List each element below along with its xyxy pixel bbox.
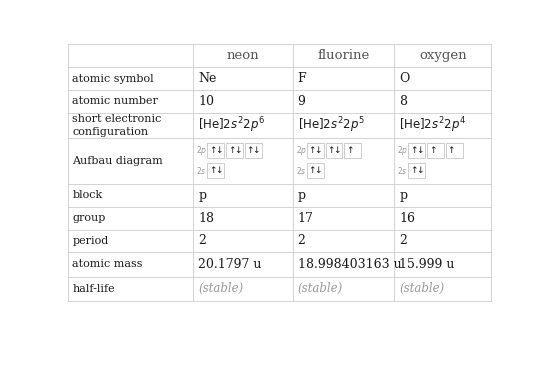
Text: (stable): (stable): [298, 282, 343, 295]
Text: Ne: Ne: [198, 72, 217, 85]
Text: ↑: ↑: [410, 146, 418, 155]
Bar: [207, 163, 224, 178]
Bar: [427, 143, 444, 158]
Bar: [344, 143, 361, 158]
Text: 18: 18: [198, 212, 214, 225]
Text: 20.1797 u: 20.1797 u: [198, 258, 262, 271]
Text: $2s$: $2s$: [197, 165, 207, 176]
Text: ↑: ↑: [346, 146, 353, 155]
Text: (stable): (stable): [399, 282, 444, 295]
Text: fluorine: fluorine: [317, 49, 370, 62]
Text: 18.998403163 u: 18.998403163 u: [298, 258, 401, 271]
Text: $2s$: $2s$: [397, 165, 408, 176]
Text: ↑: ↑: [429, 146, 436, 155]
Text: $\mathregular{[He]2}s^{\mathregular{2}}\mathregular{2}p^{\mathregular{6}}$: $\mathregular{[He]2}s^{\mathregular{2}}\…: [198, 116, 265, 135]
Text: 16: 16: [399, 212, 415, 225]
Text: ↑: ↑: [209, 166, 217, 175]
Text: period: period: [73, 236, 109, 246]
Text: O: O: [399, 72, 410, 85]
Text: atomic symbol: atomic symbol: [73, 74, 154, 84]
Text: 2: 2: [298, 235, 305, 248]
Text: F: F: [298, 72, 306, 85]
Text: 2: 2: [399, 235, 407, 248]
Text: ↑: ↑: [228, 146, 235, 155]
Text: Aufbau diagram: Aufbau diagram: [73, 156, 163, 166]
Text: group: group: [73, 213, 106, 223]
Text: ↓: ↓: [314, 146, 322, 155]
Text: ↓: ↓: [314, 166, 322, 175]
Text: ↓: ↓: [416, 146, 424, 155]
Text: ↓: ↓: [234, 146, 241, 155]
Text: ↑: ↑: [209, 146, 217, 155]
Text: $2p$: $2p$: [397, 144, 409, 157]
Text: ↑: ↑: [327, 146, 335, 155]
Text: atomic mass: atomic mass: [73, 259, 143, 269]
Text: 2: 2: [198, 235, 206, 248]
Text: neon: neon: [227, 49, 259, 62]
Bar: [307, 143, 324, 158]
Text: p: p: [399, 189, 407, 202]
Bar: [307, 163, 324, 178]
Text: ↑: ↑: [448, 146, 455, 155]
Text: $2p$: $2p$: [197, 144, 208, 157]
Bar: [408, 143, 425, 158]
Text: p: p: [198, 189, 206, 202]
Text: $\mathregular{[He]2}s^{\mathregular{2}}\mathregular{2}p^{\mathregular{4}}$: $\mathregular{[He]2}s^{\mathregular{2}}\…: [399, 116, 466, 135]
Text: 9: 9: [298, 95, 305, 108]
Text: ↑: ↑: [308, 146, 316, 155]
Text: $\mathregular{[He]2}s^{\mathregular{2}}\mathregular{2}p^{\mathregular{5}}$: $\mathregular{[He]2}s^{\mathregular{2}}\…: [298, 116, 364, 135]
Text: atomic number: atomic number: [73, 96, 158, 107]
Text: ↓: ↓: [252, 146, 260, 155]
Text: short electronic
configuration: short electronic configuration: [73, 114, 162, 137]
Text: ↑: ↑: [246, 146, 254, 155]
Text: oxygen: oxygen: [419, 49, 466, 62]
Bar: [408, 163, 425, 178]
Bar: [226, 143, 243, 158]
Bar: [245, 143, 262, 158]
Text: ↓: ↓: [215, 166, 223, 175]
Text: (stable): (stable): [198, 282, 244, 295]
Bar: [446, 143, 462, 158]
Text: 15.999 u: 15.999 u: [399, 258, 454, 271]
Text: 17: 17: [298, 212, 313, 225]
Text: $2s$: $2s$: [296, 165, 306, 176]
Text: ↑: ↑: [410, 166, 418, 175]
Text: $2p$: $2p$: [296, 144, 307, 157]
Text: ↓: ↓: [333, 146, 341, 155]
Text: ↓: ↓: [215, 146, 223, 155]
Bar: [325, 143, 342, 158]
Text: 8: 8: [399, 95, 407, 108]
Text: 10: 10: [198, 95, 214, 108]
Text: half-life: half-life: [73, 284, 115, 294]
Text: ↓: ↓: [416, 166, 424, 175]
Text: block: block: [73, 191, 103, 201]
Bar: [207, 143, 224, 158]
Text: ↑: ↑: [308, 166, 316, 175]
Text: p: p: [298, 189, 306, 202]
